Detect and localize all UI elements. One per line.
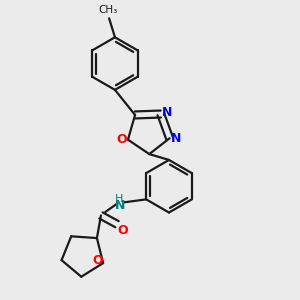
Text: H: H: [115, 194, 124, 203]
Text: O: O: [116, 133, 127, 146]
Text: CH₃: CH₃: [98, 5, 117, 15]
Text: N: N: [115, 199, 126, 212]
Text: N: N: [171, 132, 181, 145]
Text: O: O: [117, 224, 128, 236]
Text: O: O: [93, 254, 103, 267]
Text: N: N: [162, 106, 172, 119]
